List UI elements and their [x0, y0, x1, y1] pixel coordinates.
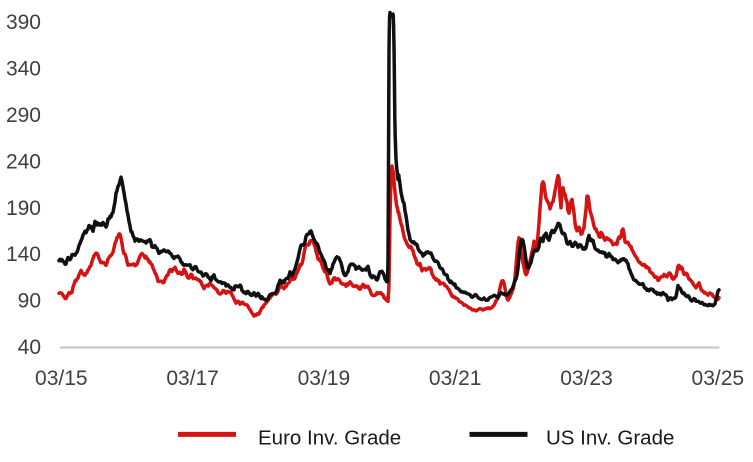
svg-text:03/19: 03/19	[298, 367, 351, 390]
svg-text:US Inv. Grade: US Inv. Grade	[546, 426, 674, 449]
svg-text:140: 140	[6, 243, 41, 266]
svg-text:03/17: 03/17	[166, 367, 219, 390]
svg-text:03/15: 03/15	[35, 367, 88, 390]
svg-text:40: 40	[18, 336, 41, 359]
svg-text:290: 290	[6, 104, 41, 127]
svg-text:03/25: 03/25	[692, 367, 745, 390]
svg-text:90: 90	[18, 290, 41, 313]
svg-text:240: 240	[6, 150, 41, 173]
svg-text:390: 390	[6, 11, 41, 34]
svg-text:Euro Inv. Grade: Euro Inv. Grade	[258, 426, 401, 449]
svg-text:190: 190	[6, 197, 41, 220]
svg-text:03/21: 03/21	[429, 367, 482, 390]
svg-text:340: 340	[6, 58, 41, 81]
svg-text:03/23: 03/23	[560, 367, 613, 390]
